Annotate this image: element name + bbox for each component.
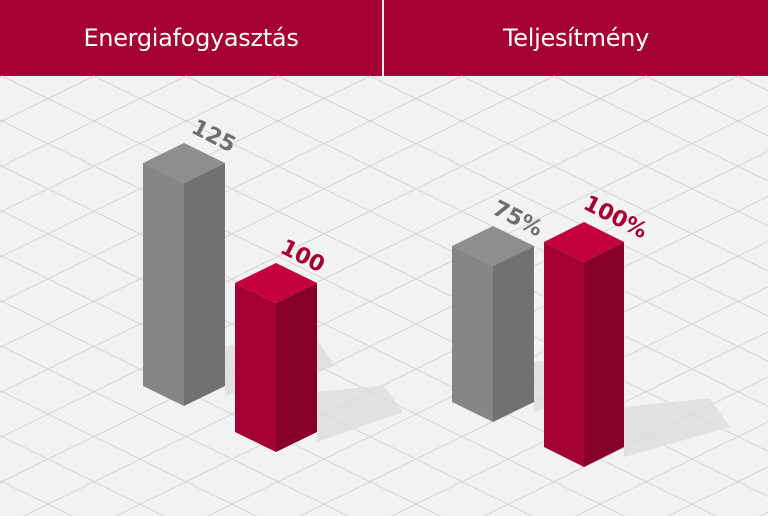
energy-consumption-title: Energiafogyasztás xyxy=(0,0,382,76)
header-divider xyxy=(382,0,384,76)
bar-3: 100% xyxy=(544,191,651,467)
chart-header: Energiafogyasztás Teljesítmény xyxy=(0,0,768,76)
bar-2: 75% xyxy=(452,196,547,422)
bar-1: 100 xyxy=(235,235,329,452)
bar-0: 125 xyxy=(143,115,240,406)
performance-title: Teljesítmény xyxy=(384,0,768,76)
isometric-grid xyxy=(0,75,768,516)
